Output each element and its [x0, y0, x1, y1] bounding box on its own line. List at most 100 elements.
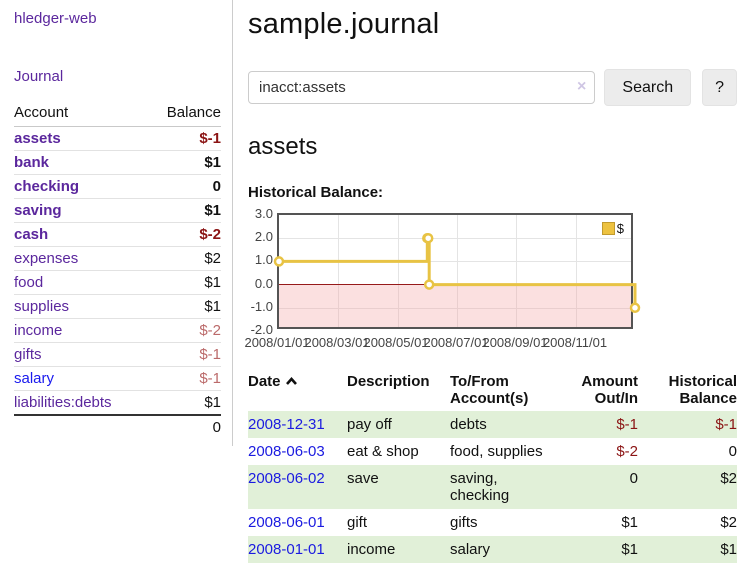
transaction-amount: $-2	[616, 443, 638, 460]
account-link-liabilities-debts[interactable]: liabilities:debts	[14, 394, 112, 411]
legend-swatch-icon	[601, 222, 615, 235]
transaction-date-link[interactable]: 2008-06-01	[248, 514, 325, 531]
x-tick: 2008/07/01	[423, 335, 489, 350]
account-link-food[interactable]: food	[14, 274, 44, 291]
app-title-link[interactable]: hledger-web	[14, 10, 97, 27]
account-link-gifts[interactable]: gifts	[14, 346, 42, 363]
y-tick: -1.0	[250, 299, 273, 314]
register-row: 2008-06-03 eat & shop food, supplies $-2…	[248, 438, 737, 465]
account-link-assets[interactable]: assets	[14, 130, 61, 147]
transaction-amount: 0	[629, 470, 638, 487]
plot-area: $	[273, 213, 641, 329]
account-link-supplies[interactable]: supplies	[14, 298, 70, 315]
account-balance: $-1	[147, 366, 221, 391]
account-row: bank $1	[14, 150, 221, 175]
page-title: sample.journal	[248, 8, 440, 40]
negative-region-shading	[279, 285, 631, 327]
gridline	[279, 238, 631, 239]
transaction-description: eat & shop	[347, 443, 419, 460]
account-balance: $1	[147, 390, 221, 416]
transaction-description: gift	[347, 514, 368, 531]
transaction-balance: 0	[728, 443, 737, 460]
accounts-header-balance: Balance	[147, 101, 221, 127]
account-link-salary[interactable]: salary	[14, 370, 55, 387]
account-link-cash[interactable]: cash	[14, 226, 49, 243]
account-link-checking[interactable]: checking	[14, 178, 80, 195]
transaction-date-link[interactable]: 2008-06-03	[248, 443, 325, 460]
gridline	[279, 308, 631, 309]
account-balance: $-2	[147, 318, 221, 343]
register-row: 2008-06-02 save saving, checking 0 $2	[248, 465, 737, 509]
y-tick: 0.0	[254, 276, 273, 291]
x-tick: 2008/09/01	[482, 335, 548, 350]
accounts-header-account: Account	[14, 101, 148, 127]
chart-title: Historical Balance:	[248, 184, 384, 201]
transaction-accounts: salary	[450, 541, 491, 558]
account-row: expenses $2	[14, 246, 221, 271]
accounts-total-value: 0	[147, 414, 221, 439]
chart-legend: $	[601, 221, 624, 236]
gridline	[398, 215, 399, 327]
account-row: gifts $-1	[14, 342, 221, 367]
transaction-accounts: saving, checking	[450, 470, 510, 504]
gridline	[457, 215, 458, 327]
main-content: sample.journal × Search ? assets Histori…	[244, 0, 737, 563]
account-link-expenses[interactable]: expenses	[14, 250, 79, 267]
gridline	[576, 215, 577, 327]
transaction-accounts: gifts	[450, 514, 478, 531]
account-row: food $1	[14, 270, 221, 295]
x-tick: 2008/05/01	[363, 335, 429, 350]
account-balance: $-1	[147, 342, 221, 367]
search-input[interactable]	[248, 71, 596, 104]
account-balance: $1	[147, 150, 221, 175]
transaction-date-link[interactable]: 2008-01-01	[248, 541, 325, 558]
account-balance: $-1	[147, 126, 221, 151]
transaction-date-link[interactable]: 2008-06-02	[248, 470, 325, 487]
register-header-amount: Amount Out/In	[581, 373, 638, 407]
search-button[interactable]: Search	[604, 69, 692, 106]
x-tick: 2008/11/01	[542, 335, 608, 350]
historical-balance-chart: 3.0 2.0 1.0 0.0 -1.0 -2.0 $ 2008/01/01 2…	[244, 206, 668, 358]
account-row: salary $-1	[14, 366, 221, 391]
register-row: 2008-12-31 pay off debts $-1 $-1	[248, 411, 737, 438]
x-tick: 2008/03/01	[304, 335, 370, 350]
register-table: Date Description To/From Account(s) Amou…	[248, 369, 737, 563]
clear-search-icon[interactable]: ×	[577, 78, 587, 95]
sidebar-item-journal[interactable]: Journal	[14, 68, 64, 85]
y-tick: 1.0	[254, 252, 273, 267]
register-header-date[interactable]: Date	[248, 369, 347, 411]
help-button[interactable]: ?	[702, 69, 737, 106]
account-row: liabilities:debts $1	[14, 390, 221, 416]
transaction-description: pay off	[347, 416, 392, 433]
account-row: assets $-1	[14, 126, 221, 151]
transaction-amount: $1	[621, 514, 638, 531]
transaction-accounts: food, supplies	[450, 443, 543, 460]
gridline	[516, 215, 517, 327]
account-link-income[interactable]: income	[14, 322, 63, 339]
account-balance: $1	[147, 198, 221, 223]
account-link-saving[interactable]: saving	[14, 202, 62, 219]
transaction-balance: $2	[720, 470, 737, 487]
register-row: 2008-06-01 gift gifts $1 $2	[248, 509, 737, 536]
transaction-balance: $-1	[715, 416, 737, 433]
y-tick: 2.0	[254, 229, 273, 244]
account-row: checking 0	[14, 174, 221, 199]
y-tick: -2.0	[250, 322, 273, 337]
account-heading: assets	[248, 133, 318, 160]
sort-ascending-icon	[285, 373, 298, 390]
transaction-amount: $1	[621, 541, 638, 558]
gridline	[279, 261, 631, 262]
gridline	[338, 215, 339, 327]
transaction-accounts: debts	[450, 416, 487, 433]
account-balance: $1	[147, 294, 221, 319]
transaction-date-link[interactable]: 2008-12-31	[248, 416, 325, 433]
account-row: income $-2	[14, 318, 221, 343]
x-tick: 2008/01/01	[244, 335, 310, 350]
transaction-balance: $1	[720, 541, 737, 558]
register-header-balance: Historical Balance	[668, 373, 737, 407]
account-row: supplies $1	[14, 294, 221, 319]
transaction-amount: $-1	[616, 416, 638, 433]
transaction-description: save	[347, 470, 379, 487]
account-link-bank[interactable]: bank	[14, 154, 50, 171]
register-row: 2008-01-01 income salary $1 $1	[248, 536, 737, 563]
